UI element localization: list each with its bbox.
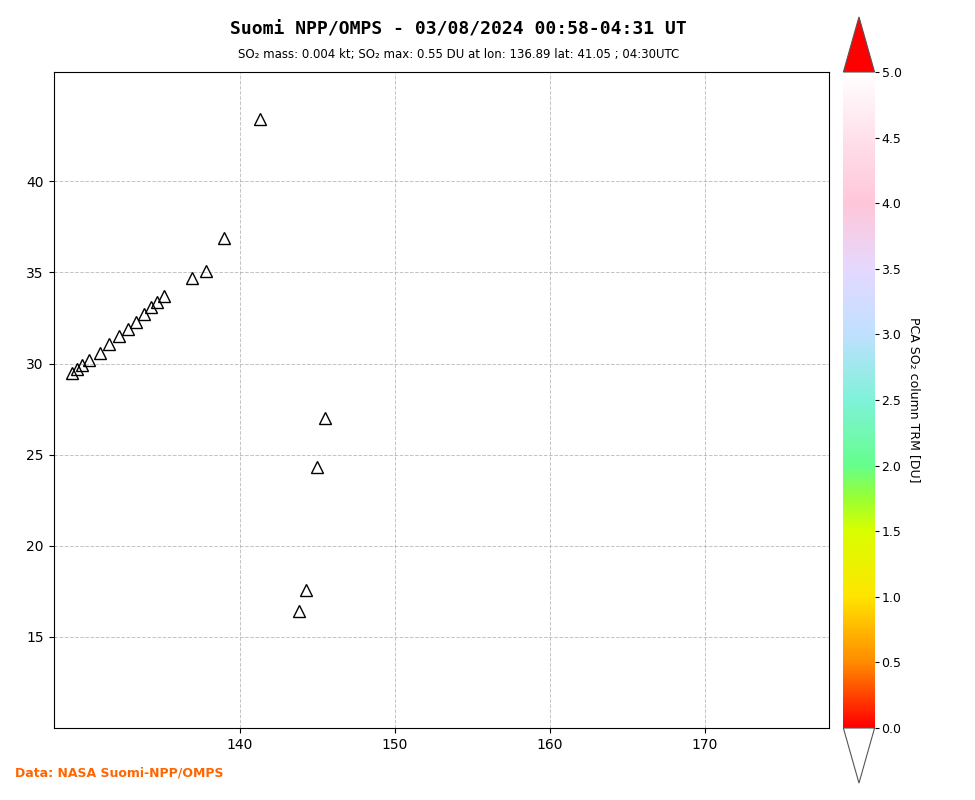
Text: SO₂ mass: 0.004 kt; SO₂ max: 0.55 DU at lon: 136.89 lat: 41.05 ; 04:30UTC: SO₂ mass: 0.004 kt; SO₂ max: 0.55 DU at … xyxy=(238,48,679,61)
Polygon shape xyxy=(843,728,875,783)
Y-axis label: PCA SO₂ column TRM [DU]: PCA SO₂ column TRM [DU] xyxy=(908,318,921,482)
Polygon shape xyxy=(843,17,875,72)
Text: Data: NASA Suomi-NPP/OMPS: Data: NASA Suomi-NPP/OMPS xyxy=(15,767,223,780)
Text: Suomi NPP/OMPS - 03/08/2024 00:58-04:31 UT: Suomi NPP/OMPS - 03/08/2024 00:58-04:31 … xyxy=(230,20,686,38)
